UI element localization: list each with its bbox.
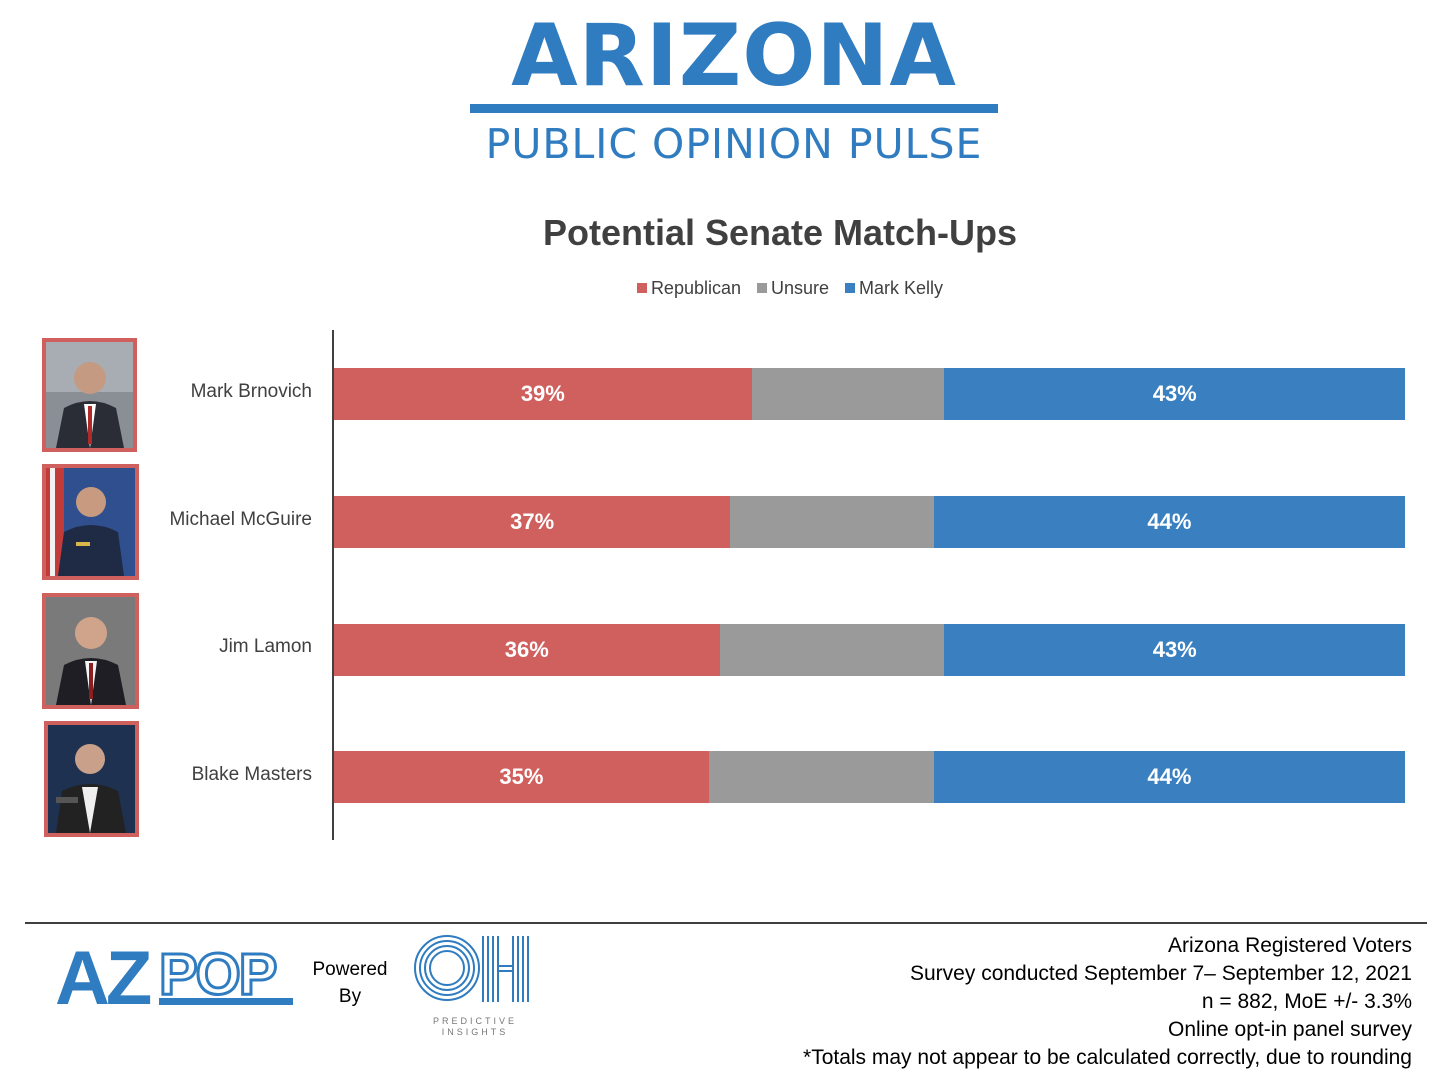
survey-notes: Arizona Registered Voters Survey conduct… [803,932,1412,1072]
bar-data-label: 43% [1152,637,1197,662]
bar-segment [751,368,945,420]
note-line: Survey conducted September 7– September … [910,962,1412,985]
chart-axis-line [332,330,334,840]
row-label: Michael McGuire [169,509,312,530]
brand-subtitle: PUBLIC OPINION PULSE [485,120,983,168]
bar-data-label: 36% [504,637,549,662]
svg-text:AZ: AZ [55,940,151,1008]
bar-data-label: 44% [1147,509,1192,534]
bar-segment [708,751,934,803]
brand-title: ARIZONA [511,6,957,106]
azpop-logo: AZ POP [55,936,295,1021]
by-line: By [338,986,362,1007]
svg-text:POP: POP [159,942,276,1007]
note-line: *Totals may not appear to be calculated … [803,1046,1412,1069]
brand-header: ARIZONA PUBLIC OPINION PULSE [0,0,1450,190]
bar-data-label: 37% [510,509,555,534]
legend-item: Unsure [757,278,829,299]
candidate-photo-mcguire [42,464,139,580]
legend-label: Mark Kelly [859,278,944,298]
row-label: Jim Lamon [219,636,312,657]
legend-swatch [845,283,856,294]
legend-item: Mark Kelly [845,278,943,299]
row-label: Mark Brnovich [190,381,312,402]
partner-caption: PREDICTIVE INSIGHTS [432,1016,517,1037]
footer-divider [25,922,1427,924]
note-line: n = 882, MoE +/- 3.3% [1201,990,1412,1013]
bar-segment [944,368,1405,420]
note-line: Online opt-in panel survey [1168,1018,1412,1041]
legend-swatch [757,283,767,294]
chart-title: Potential Senate Match-Ups [542,212,1018,253]
bar-segment [334,496,731,548]
bar-segment [933,751,1405,803]
bar-segment [933,496,1405,548]
powered-line: Powered [312,959,388,980]
bar-data-label: 44% [1147,764,1192,789]
chart-legend: Republican Unsure Mark Kelly [480,278,1100,299]
bar-segment [334,751,709,803]
legend-label: Republican [650,278,741,298]
brand-divider [470,104,998,113]
bar-segment [334,368,752,420]
candidate-photo-brnovich [42,338,137,452]
bar-data-label: 43% [1152,381,1197,406]
bar-segment [719,624,945,676]
predictive-insights-logo [413,932,533,1017]
legend-label: Unsure [771,278,830,298]
candidate-photo-lamon [42,593,139,709]
bar-segment [334,624,720,676]
bar-segment [944,624,1405,676]
powered-by-text: Powered By [300,956,400,1010]
bar-data-label: 35% [499,764,544,789]
candidate-photo-masters [44,721,139,837]
bar-segment [730,496,934,548]
note-line: Arizona Registered Voters [1168,934,1412,957]
legend-item: Republican [636,278,741,299]
row-label: Blake Masters [191,764,312,785]
bar-data-label: 39% [520,381,565,406]
legend-swatch [636,283,647,294]
